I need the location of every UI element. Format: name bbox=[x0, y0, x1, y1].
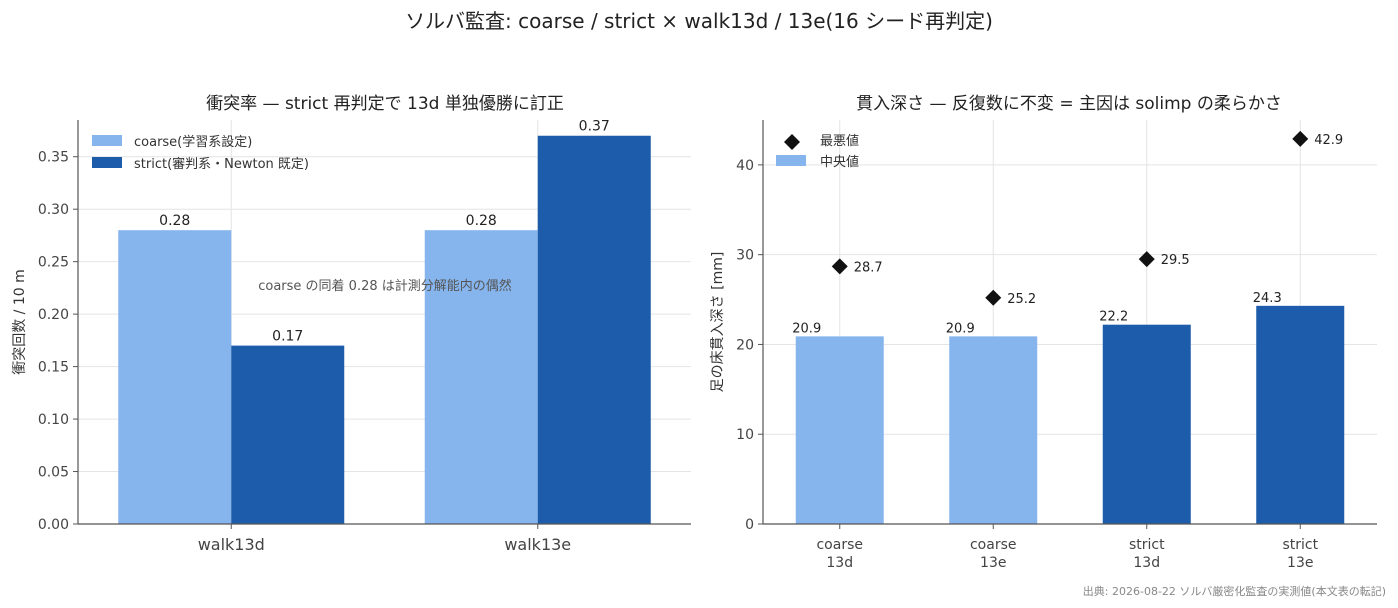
legend-swatch-coarse bbox=[92, 135, 122, 146]
bar-median-strict-13e bbox=[1256, 305, 1345, 524]
collision-rate-chart: 衝突率 — strict 再判定で 13d 単独優勝に訂正 衝突回数 / 10 … bbox=[12, 94, 691, 554]
worst-marker bbox=[985, 289, 1002, 306]
x-tick-label: walk13e bbox=[504, 535, 571, 554]
worst-marker bbox=[831, 258, 848, 275]
bar-value-label: 20.9 bbox=[946, 321, 975, 336]
x-tick-label: 13d bbox=[1133, 555, 1160, 571]
y-tick-label: 40 bbox=[736, 158, 754, 174]
y-tick-label: 20 bbox=[736, 337, 754, 353]
legend-swatch-median bbox=[776, 155, 806, 166]
y-tick-label: 0.15 bbox=[38, 360, 69, 376]
marker-value-label: 25.2 bbox=[1007, 292, 1036, 307]
y-tick-label: 0.05 bbox=[38, 465, 69, 481]
bar-median-coarse-13d bbox=[795, 336, 884, 524]
legend-label-strict: strict(審判系・Newton 既定) bbox=[134, 157, 309, 172]
x-tick-label: strict bbox=[1282, 537, 1318, 553]
bar-value-label: 22.2 bbox=[1099, 310, 1128, 325]
x-tick-label: 13e bbox=[1287, 555, 1313, 571]
legend-label-median: 中央値 bbox=[820, 154, 859, 170]
source-note: 出典: 2026-08-22 ソルバ厳密化監査の実測値(本文表の転記) bbox=[1083, 584, 1386, 598]
marker-value-label: 42.9 bbox=[1314, 133, 1343, 148]
collision-y-axis-label: 衝突回数 / 10 m bbox=[12, 269, 28, 375]
bar-value-label: 0.28 bbox=[159, 213, 190, 229]
y-tick-label: 30 bbox=[736, 248, 754, 264]
x-tick-label: coarse bbox=[816, 537, 863, 553]
penetration-legend: 最悪値 中央値 bbox=[776, 133, 859, 170]
collision-annotation: coarse の同着 0.28 は計測分解能内の偶然 bbox=[258, 278, 512, 294]
bar-value-label: 24.3 bbox=[1253, 291, 1282, 306]
x-tick-label: 13e bbox=[980, 555, 1006, 571]
bar-median-coarse-13e bbox=[949, 336, 1038, 524]
x-tick-label: walk13d bbox=[198, 535, 265, 554]
x-tick-label: strict bbox=[1129, 537, 1165, 553]
y-tick-label: 0.20 bbox=[38, 307, 69, 323]
bar-value-label: 0.28 bbox=[466, 213, 497, 229]
legend-label-worst: 最悪値 bbox=[820, 133, 859, 149]
figure-title: ソルバ監査: coarse / strict × walk13d / 13e(1… bbox=[405, 9, 993, 33]
penetration-chart-title: 貫入深さ — 反復数に不変 = 主因は solimp の柔らかさ bbox=[856, 94, 1282, 114]
bar-coarse-walk13e bbox=[424, 230, 538, 524]
y-tick-label: 0.35 bbox=[38, 150, 69, 166]
legend-swatch-strict bbox=[92, 157, 122, 168]
penetration-depth-chart: 貫入深さ — 反復数に不変 = 主因は solimp の柔らかさ 足の床貫入深さ… bbox=[710, 94, 1377, 571]
collision-chart-title: 衝突率 — strict 再判定で 13d 単独優勝に訂正 bbox=[206, 94, 564, 114]
y-tick-label: 10 bbox=[736, 427, 754, 443]
marker-value-label: 29.5 bbox=[1161, 253, 1190, 268]
bar-value-label: 0.37 bbox=[579, 119, 610, 135]
collision-legend: coarse(学習系設定) strict(審判系・Newton 既定) bbox=[92, 134, 309, 172]
bar-median-strict-13d bbox=[1102, 324, 1191, 524]
worst-marker bbox=[1292, 130, 1309, 147]
y-tick-label: 0.10 bbox=[38, 412, 69, 428]
bar-strict-walk13e bbox=[537, 135, 651, 524]
bar-value-label: 20.9 bbox=[792, 321, 821, 336]
y-tick-label: 0.30 bbox=[38, 202, 69, 218]
x-tick-label: 13d bbox=[826, 555, 853, 571]
worst-marker bbox=[1138, 251, 1155, 268]
legend-marker-worst bbox=[784, 134, 800, 150]
bar-coarse-walk13d bbox=[118, 230, 232, 524]
bar-strict-walk13d bbox=[231, 345, 345, 524]
y-tick-label: 0.25 bbox=[38, 255, 69, 271]
bar-value-label: 0.17 bbox=[272, 329, 303, 345]
legend-label-coarse: coarse(学習系設定) bbox=[134, 134, 252, 150]
y-tick-label: 0.00 bbox=[38, 517, 69, 533]
penetration-y-axis-label: 足の床貫入深さ [mm] bbox=[710, 252, 726, 393]
x-tick-label: coarse bbox=[970, 537, 1017, 553]
y-tick-label: 0 bbox=[745, 517, 754, 533]
marker-value-label: 28.7 bbox=[854, 260, 883, 275]
